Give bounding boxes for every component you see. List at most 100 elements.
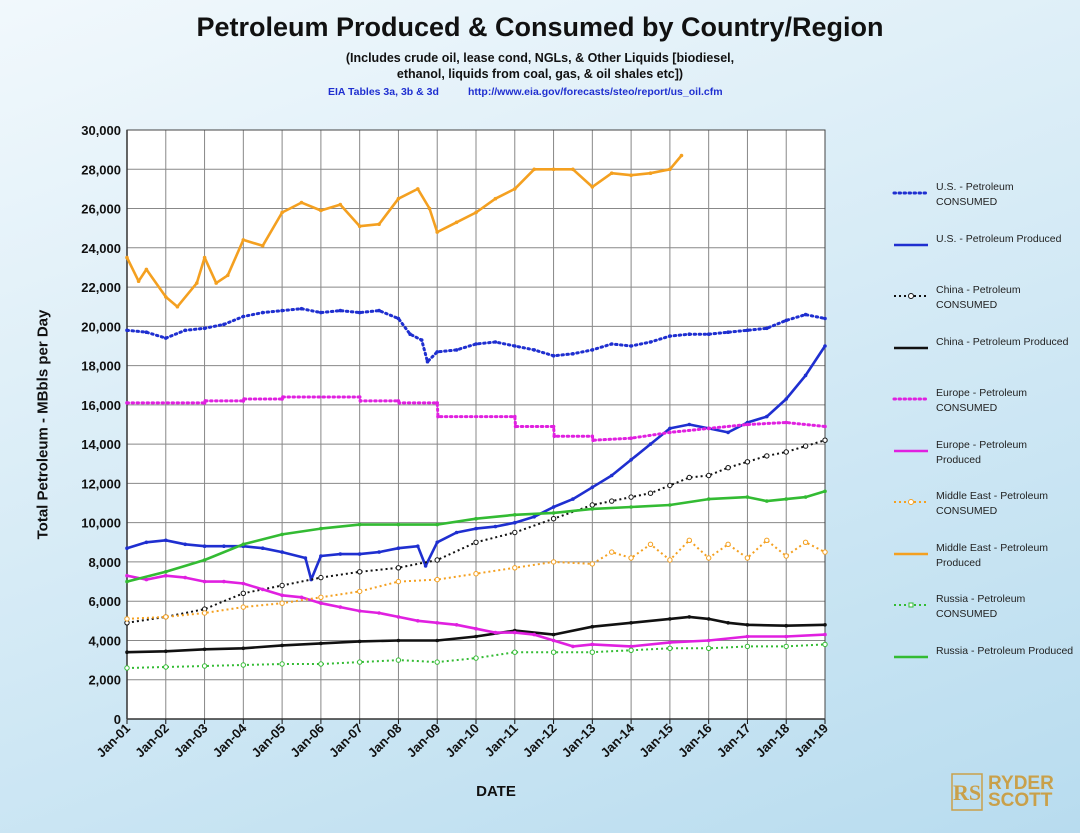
data-point (425, 359, 430, 364)
data-point (629, 436, 633, 441)
legend-swatch-icon (894, 293, 928, 299)
data-point (667, 645, 673, 651)
legend-label: Europe - Petroleum CONSUMED (936, 387, 1028, 414)
data-point (358, 399, 363, 403)
data-point (513, 513, 517, 517)
data-point (124, 616, 130, 622)
data-point (214, 281, 218, 285)
data-point (784, 634, 789, 639)
series-4 (125, 395, 827, 443)
subtitle-line-2: ethanol, liquids from coal, gas, & oil s… (396, 67, 684, 81)
data-point (744, 459, 751, 465)
data-point (183, 328, 187, 333)
x-tick-label: Jan-13 (559, 721, 599, 761)
data-point (474, 516, 478, 521)
data-point (629, 621, 633, 625)
legend-item: Middle East - Petroleum CONSUMED (892, 489, 1077, 541)
legend-item: Europe - Petroleum CONSUMED (892, 386, 1077, 438)
data-point (532, 632, 537, 637)
data-point (435, 522, 440, 527)
data-point (396, 615, 401, 619)
data-point (493, 340, 498, 344)
legend-label: U.S. - Petroleum CONSUMED (936, 181, 1014, 208)
data-point (609, 342, 614, 346)
data-point (338, 308, 343, 313)
data-point (745, 634, 750, 639)
data-point (338, 605, 343, 609)
legend-swatch-icon (894, 346, 928, 349)
data-point (226, 273, 230, 278)
data-point (318, 661, 324, 667)
data-point (144, 330, 149, 335)
data-point (299, 306, 304, 311)
data-point (551, 632, 556, 637)
data-point (667, 557, 673, 563)
axes (126, 129, 826, 724)
legend-label: Middle East - Petroleum Produced (936, 541, 1049, 569)
data-point (590, 507, 595, 511)
x-tick-label: Jan-08 (365, 721, 405, 761)
data-point (783, 643, 789, 650)
data-point (222, 544, 226, 549)
data-point (222, 322, 226, 327)
data-point (125, 328, 129, 333)
data-point (183, 542, 187, 547)
data-point (435, 621, 440, 625)
data-point (125, 573, 129, 578)
data-point (280, 532, 284, 537)
legend-marker (908, 602, 914, 608)
data-point (686, 474, 692, 481)
y-tick-label: 0 (114, 712, 121, 727)
x-tick-label: Jan-09 (404, 721, 444, 761)
data-point (280, 643, 284, 648)
rs-monogram-icon: RS (951, 773, 983, 811)
data-point (436, 414, 440, 419)
plot-border (126, 129, 826, 720)
data-point (668, 430, 672, 435)
data-point (357, 609, 362, 613)
data-point (124, 665, 130, 671)
data-point (668, 640, 672, 645)
data-point (474, 526, 478, 531)
data-point (493, 524, 498, 529)
data-point (744, 555, 751, 561)
data-point (706, 472, 712, 479)
legend-swatch-icon (892, 397, 930, 401)
data-point (435, 230, 440, 234)
data-point (745, 495, 750, 499)
data-point (493, 630, 498, 635)
data-point (241, 581, 246, 586)
data-point (202, 647, 207, 652)
series-8 (124, 641, 828, 671)
data-point (260, 244, 265, 248)
y-tick-label: 14,000 (81, 437, 121, 452)
data-point (144, 540, 149, 545)
y-tick-label: 24,000 (81, 241, 121, 256)
data-point (125, 401, 129, 405)
data-point (434, 659, 440, 665)
x-tick-label: Jan-04 (210, 720, 250, 760)
data-point (803, 312, 808, 317)
data-point (416, 544, 420, 549)
data-point (590, 642, 595, 647)
data-point (823, 489, 827, 494)
data-point (427, 206, 432, 211)
x-tick-label: Jan-03 (171, 721, 211, 761)
data-point (764, 453, 770, 459)
data-point (647, 541, 654, 547)
data-point (435, 638, 440, 643)
data-point (513, 344, 517, 348)
data-point (823, 424, 827, 429)
data-point (474, 634, 478, 639)
data-point (803, 495, 808, 499)
data-point (280, 593, 284, 598)
y-tick-label: 18,000 (81, 359, 121, 374)
data-point (550, 649, 557, 655)
data-point (201, 610, 208, 616)
data-point (687, 332, 692, 337)
data-point (454, 530, 459, 535)
data-point (590, 185, 595, 189)
data-point (783, 449, 789, 455)
source-url-link[interactable]: http://www.eia.gov/forecasts/steo/report… (468, 86, 723, 98)
